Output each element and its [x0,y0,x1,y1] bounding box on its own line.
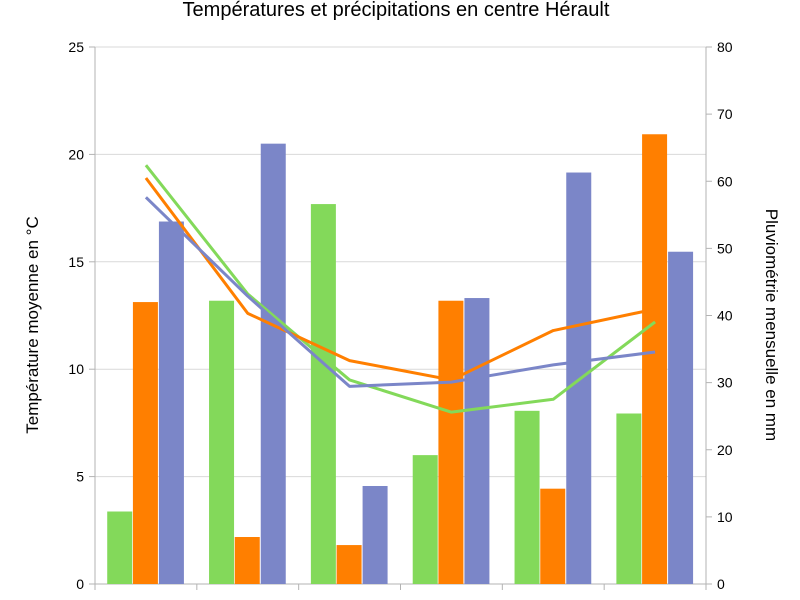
bar-s0-c5 [616,413,642,584]
right-tick-labels: 0 10 20 30 40 50 60 70 80 [717,39,733,592]
line-series-2 [144,196,656,388]
bar-s1-c5 [642,134,668,584]
bar-s0-c2 [310,204,336,584]
right-tick-label: 60 [717,173,733,189]
bar-s2-c2 [362,485,388,584]
bar-s1-c1 [234,537,260,584]
bar-s0-c1 [209,300,235,584]
bar-s2-c0 [158,221,184,584]
bar-s1-c4 [540,488,566,584]
bar-s0-c0 [107,511,133,584]
right-tick-label: 10 [717,509,733,525]
bar-s2-c3 [464,298,490,584]
right-tick-label: 50 [717,240,733,256]
left-tick-label: 5 [76,469,84,485]
right-tick-label: 30 [717,375,733,391]
bar-s2-c5 [668,251,694,584]
right-tick-label: 70 [717,106,733,122]
bar-s1-c0 [132,302,158,584]
left-tick-label: 10 [68,361,84,377]
left-tick-label: 20 [68,146,84,162]
line-series-1 [144,177,656,382]
right-tick-label: 80 [717,39,733,55]
right-axis-title: Pluviométrie mensuelle en mm [762,209,781,441]
lines [144,164,656,414]
left-tick-label: 15 [68,254,84,270]
right-tick-label: 20 [717,442,733,458]
bar-s0-c3 [412,455,438,584]
left-tick-label: 25 [68,39,84,55]
left-tick-labels: 0 5 10 15 20 25 [68,39,84,592]
left-tick-label: 0 [76,576,84,592]
right-tick-label: 40 [717,308,733,324]
right-tick-label: 0 [717,576,725,592]
line-series-0 [144,164,656,414]
bar-s0-c4 [514,410,540,584]
axes [94,47,707,584]
bars [107,134,694,584]
bar-s2-c1 [260,143,286,584]
bar-s1-c3 [438,300,464,584]
left-axis-title: Température moyenne en °C [23,216,42,434]
chart-title: Températures et précipitations en centre… [183,0,610,21]
bar-s1-c2 [336,545,362,584]
